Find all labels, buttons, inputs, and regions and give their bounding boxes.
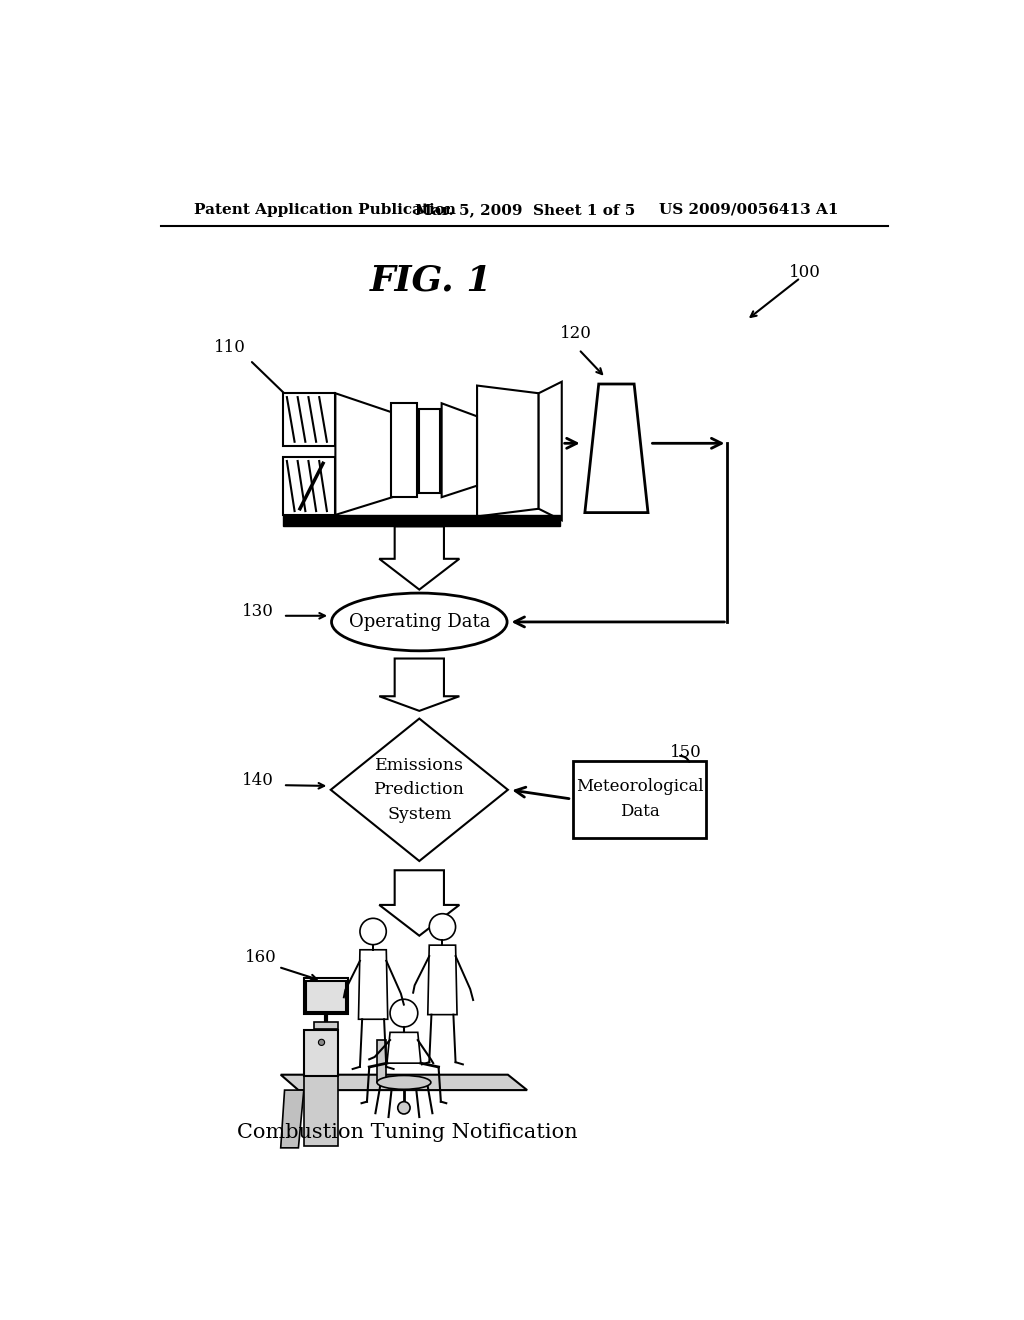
Bar (391, 404, 417, 498)
Polygon shape (539, 381, 562, 520)
Bar (419, 409, 440, 492)
Bar (283, 457, 336, 515)
Bar (377, 1040, 386, 1082)
Text: Meteorological
Data: Meteorological Data (575, 777, 703, 820)
Ellipse shape (332, 593, 507, 651)
Circle shape (397, 1102, 410, 1114)
Ellipse shape (377, 1076, 431, 1089)
Bar (304, 1030, 339, 1076)
Text: 120: 120 (560, 325, 592, 342)
Text: 130: 130 (243, 603, 274, 619)
Bar (304, 978, 348, 1014)
Circle shape (390, 999, 418, 1027)
Bar (283, 515, 560, 525)
Text: Mar. 5, 2009  Sheet 1 of 5: Mar. 5, 2009 Sheet 1 of 5 (416, 203, 636, 216)
Bar (304, 1076, 339, 1146)
Polygon shape (358, 950, 388, 1019)
Polygon shape (387, 1032, 421, 1063)
Polygon shape (336, 393, 392, 515)
Polygon shape (331, 718, 508, 861)
Text: Operating Data: Operating Data (348, 612, 490, 631)
Text: 100: 100 (788, 264, 821, 281)
Circle shape (429, 913, 456, 940)
Circle shape (360, 919, 386, 945)
Bar (283, 393, 336, 446)
Text: US 2009/0056413 A1: US 2009/0056413 A1 (658, 203, 839, 216)
Text: 140: 140 (243, 772, 274, 789)
Polygon shape (281, 1090, 304, 1148)
Text: Combustion Tuning Notification: Combustion Tuning Notification (238, 1123, 579, 1142)
Text: 110: 110 (214, 338, 246, 355)
Bar (313, 1022, 339, 1028)
Polygon shape (379, 870, 460, 936)
Text: FIG. 1: FIG. 1 (370, 263, 493, 297)
Polygon shape (428, 945, 457, 1015)
Text: 150: 150 (670, 744, 701, 762)
Polygon shape (379, 527, 460, 590)
Polygon shape (281, 1074, 527, 1090)
Circle shape (318, 1039, 325, 1045)
Bar (306, 981, 346, 1011)
Polygon shape (379, 659, 460, 711)
Polygon shape (441, 404, 477, 498)
Text: Emissions
Prediction
System: Emissions Prediction System (374, 756, 465, 824)
Polygon shape (585, 384, 648, 512)
Text: 160: 160 (245, 949, 276, 966)
Bar (573, 760, 706, 837)
Text: Patent Application Publication: Patent Application Publication (194, 203, 456, 216)
Polygon shape (477, 385, 539, 516)
